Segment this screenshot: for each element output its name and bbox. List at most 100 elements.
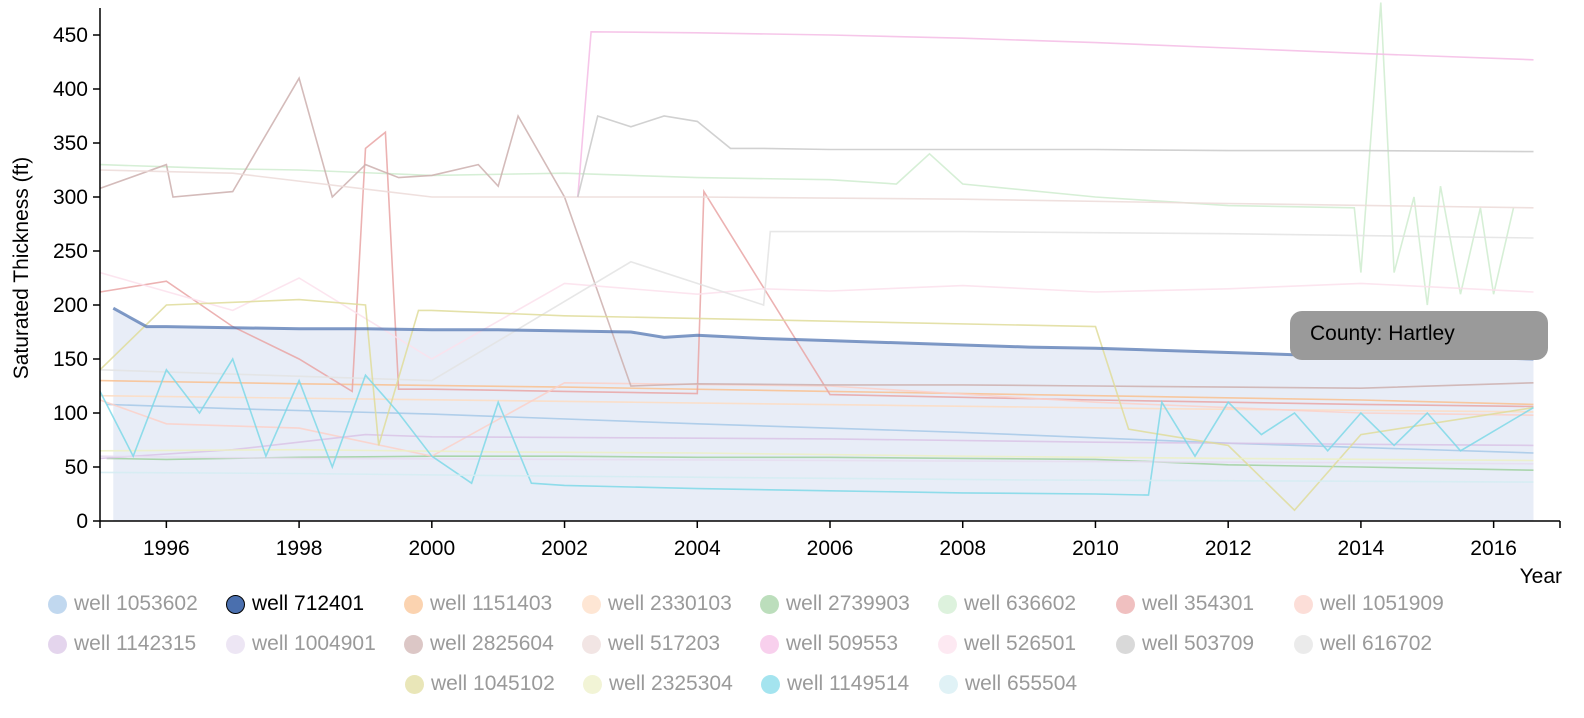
legend-item-well-2739903[interactable]: well 2739903 xyxy=(760,592,910,616)
series-line-well-2825604[interactable] xyxy=(99,76,1534,390)
legend-item-well-1149514[interactable]: well 1149514 xyxy=(761,672,909,696)
legend-swatch xyxy=(405,674,424,694)
legend-row: well 1045102 well 2325304 well 1149514 well… xyxy=(0,672,1584,712)
legend-swatch xyxy=(48,594,67,614)
line-chart: 0 50 100 150 200 250 300 350 400 450 1996 1998 2000… xyxy=(10,2,1562,588)
legend-item-well-2825604[interactable]: well 2825604 xyxy=(404,632,554,656)
legend-item-well-517203[interactable]: well 517203 xyxy=(582,632,720,656)
legend-item-well-616702[interactable]: well 616702 xyxy=(1294,632,1432,656)
legend-swatch xyxy=(226,634,245,654)
series-line-well-1149514[interactable] xyxy=(99,357,1534,496)
legend: well 1053602 well 712401 well 1151403 well … xyxy=(0,592,1584,712)
legend-label: well 509553 xyxy=(786,632,899,655)
legend-label: well 1045102 xyxy=(431,672,555,695)
legend-label: well 517203 xyxy=(608,632,721,655)
x-axis-title: Year xyxy=(1520,565,1562,588)
legend-label: well 1142315 xyxy=(74,632,197,655)
x-tick-label: 2006 xyxy=(807,537,854,560)
y-tick-label: 400 xyxy=(53,78,88,101)
legend-item-well-2330103[interactable]: well 2330103 xyxy=(582,592,732,616)
legend-swatch xyxy=(404,634,423,654)
legend-swatch xyxy=(1294,594,1313,614)
legend-label: well 1151403 xyxy=(430,592,553,615)
legend-label: well 503709 xyxy=(1142,632,1255,655)
series-line-well-1045102[interactable] xyxy=(99,298,1534,512)
legend-item-well-636602[interactable]: well 636602 xyxy=(938,592,1076,616)
legend-label: well 2739903 xyxy=(786,592,910,615)
legend-swatch xyxy=(760,594,779,614)
series-line-well-1051909[interactable] xyxy=(99,381,1534,458)
series-layer xyxy=(99,2,1534,521)
x-tick-label: 2008 xyxy=(939,537,986,560)
legend-label: well 655504 xyxy=(965,672,1078,695)
series-line-well-509553[interactable] xyxy=(577,30,1534,198)
legend-label: well 636602 xyxy=(964,592,1077,615)
legend-item-well-712401[interactable]: well 712401 xyxy=(226,592,364,616)
legend-item-well-526501[interactable]: well 526501 xyxy=(938,632,1076,656)
legend-label: well 1004901 xyxy=(252,632,376,655)
legend-label: well 1053602 xyxy=(74,592,198,615)
series-line-well-503709[interactable] xyxy=(577,114,1534,198)
legend-label: well 2325304 xyxy=(609,672,733,695)
y-tick-label: 350 xyxy=(53,132,88,155)
legend-item-well-1004901[interactable]: well 1004901 xyxy=(226,632,376,656)
legend-label: well 2330103 xyxy=(608,592,732,615)
legend-item-well-503709[interactable]: well 503709 xyxy=(1116,632,1254,656)
legend-item-well-1053602[interactable]: well 1053602 xyxy=(48,592,198,616)
x-tick-label: 2000 xyxy=(408,537,455,560)
legend-swatch xyxy=(1294,634,1313,654)
y-tick-label: 300 xyxy=(53,186,88,209)
series-line-well-616702[interactable] xyxy=(99,230,1534,382)
series-line-well-354301[interactable] xyxy=(99,130,1534,408)
legend-item-well-509553[interactable]: well 509553 xyxy=(760,632,898,656)
y-axis: 0 50 100 150 200 250 300 350 400 450 xyxy=(53,8,101,533)
y-tick-label: 200 xyxy=(53,294,88,317)
series-line-well-636602[interactable] xyxy=(99,2,1515,306)
series-line-well-1142315[interactable] xyxy=(99,433,1534,460)
y-tick-label: 0 xyxy=(76,510,88,533)
legend-swatch xyxy=(582,594,601,614)
x-tick-label: 2002 xyxy=(541,537,588,560)
y-tick-label: 150 xyxy=(53,348,88,371)
legend-swatch xyxy=(1116,594,1135,614)
x-tick-label: 2012 xyxy=(1205,537,1252,560)
series-line-well-1004901[interactable] xyxy=(99,455,1534,465)
legend-item-well-655504[interactable]: well 655504 xyxy=(939,672,1077,696)
legend-swatch xyxy=(404,594,423,614)
x-axis: 1996 1998 2000 2002 2004 2006 2008 2010 2012 2014… xyxy=(99,520,1561,560)
legend-label: well 354301 xyxy=(1142,592,1255,615)
legend-label: well 1051909 xyxy=(1320,592,1444,615)
legend-swatch xyxy=(1116,634,1135,654)
legend-item-well-1151403[interactable]: well 1151403 xyxy=(404,592,552,616)
legend-item-well-1051909[interactable]: well 1051909 xyxy=(1294,592,1444,616)
series-line-well-517203[interactable] xyxy=(99,169,1534,209)
series-line-well-655504[interactable] xyxy=(99,471,1534,483)
legend-row: well 1142315 well 1004901 well 2825604 well… xyxy=(0,632,1584,672)
county-tooltip: County: Hartley xyxy=(1290,311,1548,360)
x-tick-label: 2014 xyxy=(1338,537,1385,560)
legend-swatch xyxy=(760,634,779,654)
legend-swatch xyxy=(226,594,245,614)
legend-item-well-1045102[interactable]: well 1045102 xyxy=(405,672,555,696)
x-tick-label: 1996 xyxy=(143,537,190,560)
y-axis-title: Saturated Thickness (ft) xyxy=(10,157,33,380)
series-line-well-526501[interactable] xyxy=(99,271,1534,360)
legend-swatch xyxy=(582,634,601,654)
legend-row: well 1053602 well 712401 well 1151403 well … xyxy=(0,592,1584,632)
legend-swatch xyxy=(48,634,67,654)
legend-swatch xyxy=(761,674,780,694)
legend-item-well-2325304[interactable]: well 2325304 xyxy=(583,672,733,696)
x-tick-label: 1998 xyxy=(276,537,323,560)
series-line-well-2325304[interactable] xyxy=(99,448,1534,462)
legend-swatch xyxy=(583,674,602,694)
highlight-area-polygon xyxy=(113,308,1534,521)
legend-swatch xyxy=(939,674,958,694)
series-line-well-1151403[interactable] xyxy=(99,379,1534,406)
legend-swatch xyxy=(938,594,957,614)
y-tick-label: 50 xyxy=(65,456,88,479)
legend-item-well-354301[interactable]: well 354301 xyxy=(1116,592,1254,616)
legend-label: well 616702 xyxy=(1320,632,1433,655)
y-tick-label: 100 xyxy=(53,402,88,425)
y-tick-label: 450 xyxy=(53,24,88,47)
legend-item-well-1142315[interactable]: well 1142315 xyxy=(48,632,196,656)
